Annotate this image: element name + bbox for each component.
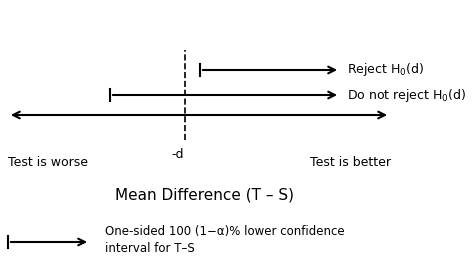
Text: Mean Difference (T – S): Mean Difference (T – S) bbox=[116, 187, 294, 202]
Text: -d: -d bbox=[172, 148, 184, 161]
Text: Do not reject H$_0$(d): Do not reject H$_0$(d) bbox=[347, 86, 466, 103]
Text: Test is better: Test is better bbox=[310, 156, 391, 168]
Text: Test is worse: Test is worse bbox=[8, 156, 88, 168]
Text: Reject H$_0$(d): Reject H$_0$(d) bbox=[347, 62, 424, 79]
Text: One-sided 100 (1−α)% lower confidence
interval for T–S: One-sided 100 (1−α)% lower confidence in… bbox=[105, 224, 345, 255]
